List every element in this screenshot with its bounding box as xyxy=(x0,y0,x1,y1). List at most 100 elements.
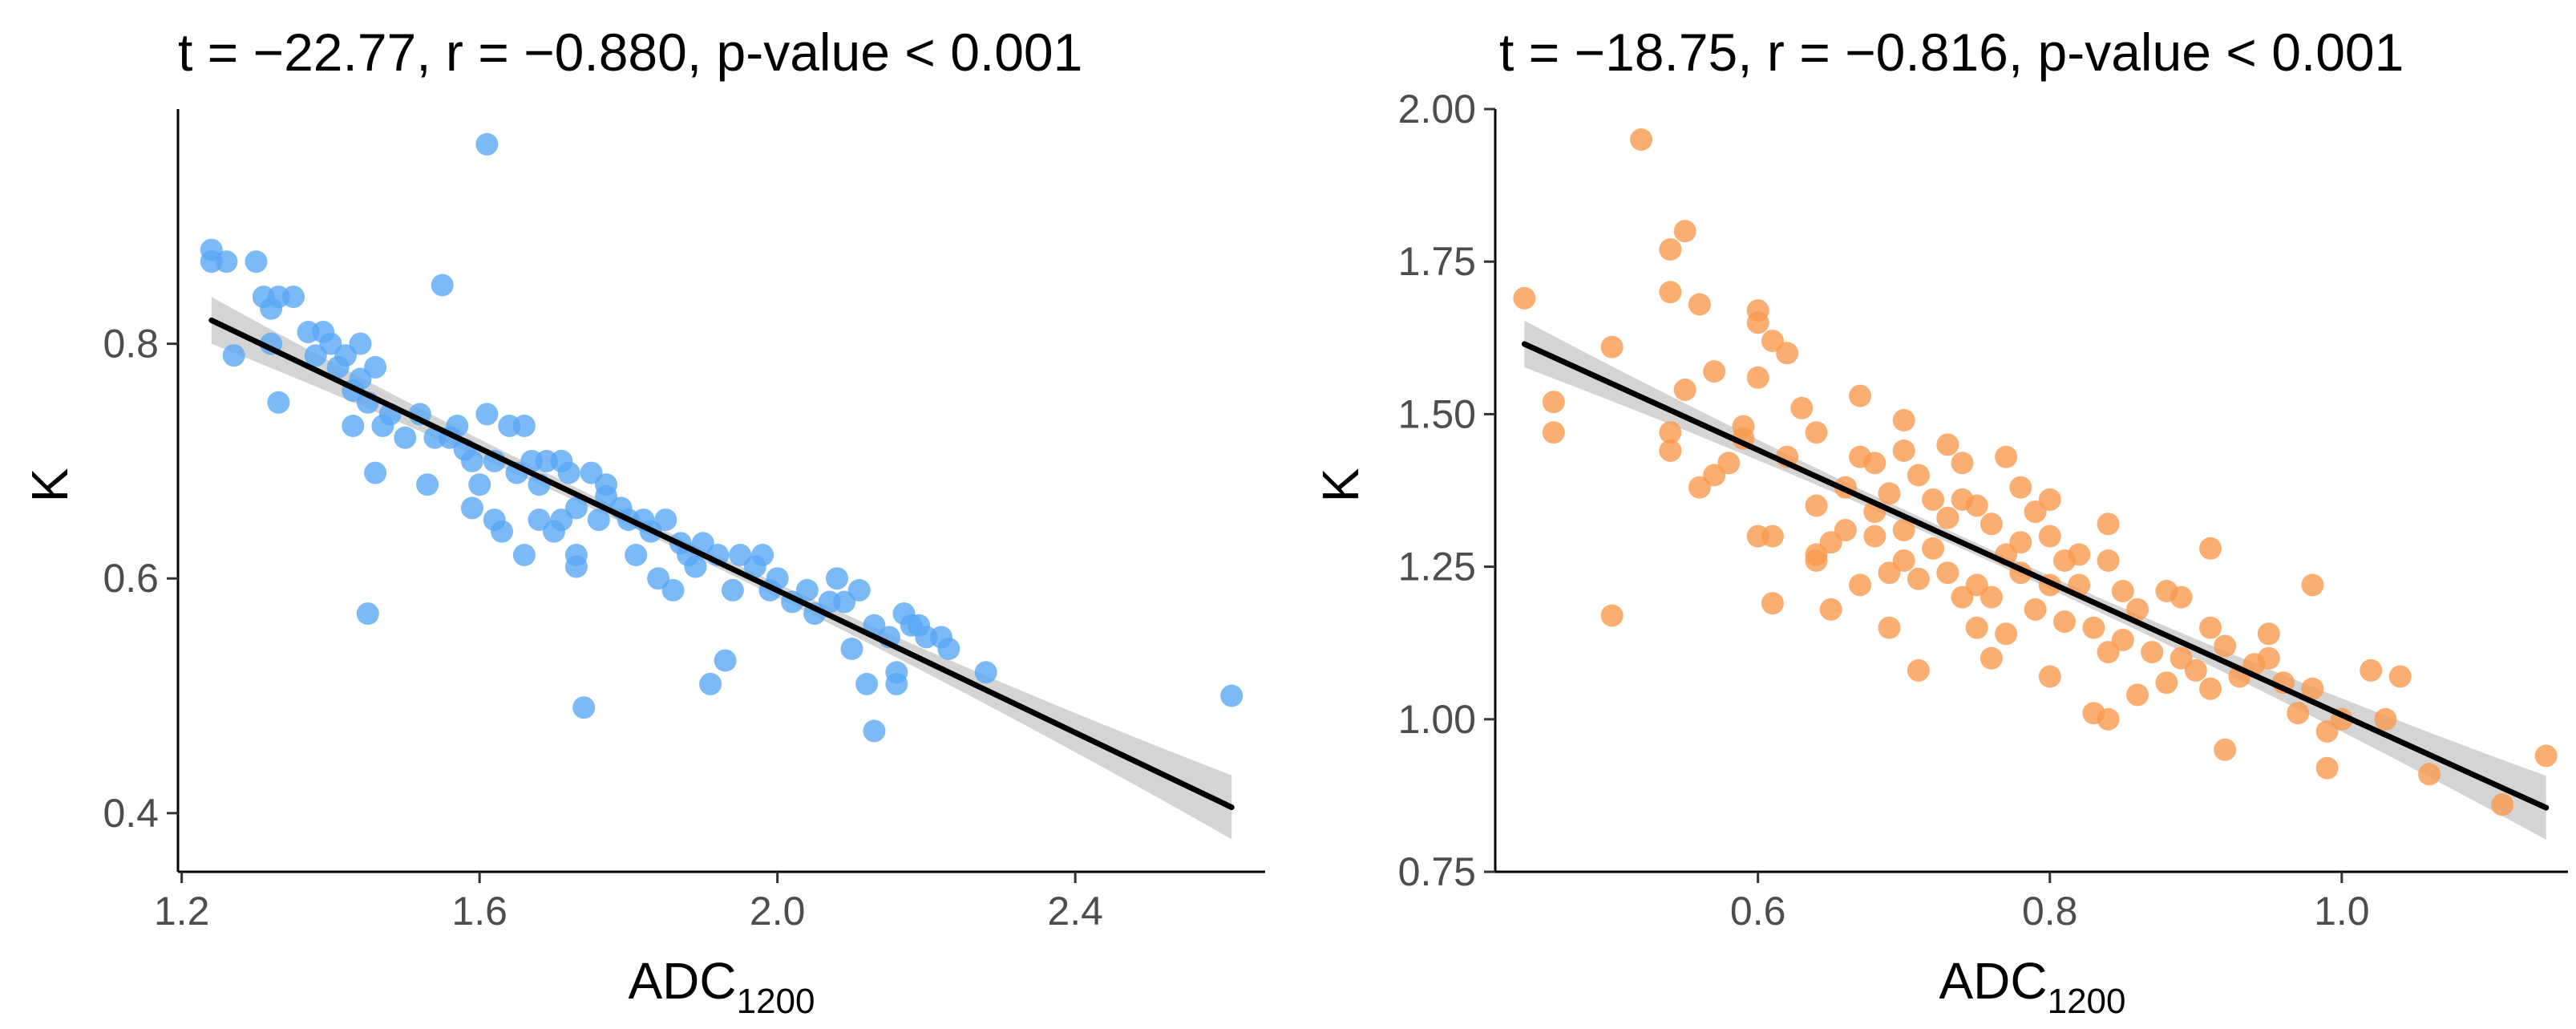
right-x-tick-label: 1.0 xyxy=(2314,889,2370,934)
right-scatter-point xyxy=(2301,573,2324,597)
left-scatter-point xyxy=(885,672,908,695)
right-scatter-point xyxy=(2418,763,2441,786)
right-scatter-point xyxy=(1965,494,1988,517)
left-scatter-point xyxy=(974,661,997,684)
right-y-tick-label: 2.00 xyxy=(1398,87,1476,132)
left-scatter-point xyxy=(512,415,536,437)
right-scatter-point xyxy=(1805,494,1828,517)
left-scatter-point xyxy=(245,250,268,273)
right-scatter-point xyxy=(2170,585,2193,609)
left-scatter-point xyxy=(416,473,439,496)
left-scatter-point xyxy=(356,602,379,626)
right-scatter-point xyxy=(1834,519,1857,541)
right-scatter-point xyxy=(2068,543,2091,566)
left-scatter-point xyxy=(625,544,648,566)
left-scatter-point xyxy=(557,461,580,484)
right-scatter-point xyxy=(1703,360,1726,383)
left-scatter-point xyxy=(342,415,365,437)
left-x-axis-title-main: ADC xyxy=(628,952,736,1010)
left-scatter-point xyxy=(349,332,372,355)
right-x-tick-label: 0.6 xyxy=(1730,889,1786,934)
right-scatter-point xyxy=(1878,482,1901,505)
left-x-tick-label: 1.6 xyxy=(451,889,508,934)
left-confidence-band xyxy=(211,297,1232,840)
right-scatter-point xyxy=(2315,756,2339,780)
right-scatter-point xyxy=(1673,220,1696,243)
right-scatter-point xyxy=(1659,281,1682,304)
right-scatter-point xyxy=(1849,573,1872,597)
right-scatter-point xyxy=(1659,238,1682,261)
left-scatter-point xyxy=(855,672,879,695)
left-y-tick-label: 0.8 xyxy=(103,322,159,367)
left-scatter-point xyxy=(721,578,744,602)
right-y-tick-label: 1.25 xyxy=(1398,545,1476,589)
right-y-tick-label: 1.50 xyxy=(1398,391,1476,436)
left-scatter-point xyxy=(364,355,387,379)
right-scatter-point xyxy=(2111,580,2134,602)
right-scatter-point xyxy=(2374,707,2397,731)
right-scatter-point xyxy=(1907,567,1930,590)
right-scatter-point xyxy=(1790,396,1814,419)
right-x-tick-label: 0.8 xyxy=(2022,889,2078,934)
right-scatter-point xyxy=(1849,384,1872,407)
right-scatter-point xyxy=(2009,531,2032,554)
right-scatter-point xyxy=(1776,342,1799,365)
right-x-ticks: 0.6 0.8 1.0 xyxy=(1730,872,2370,934)
right-scatter-point xyxy=(1965,616,1988,639)
left-scatter-point xyxy=(847,578,871,602)
right-scatter-point xyxy=(1892,409,1915,431)
right-scatter-point xyxy=(1717,452,1741,475)
right-scatter-point xyxy=(2534,744,2558,768)
left-scatter-point xyxy=(512,544,536,566)
right-scatter-point xyxy=(1892,519,1915,541)
left-scatter-point xyxy=(572,696,596,719)
right-scatter-point xyxy=(1995,445,2018,468)
right-scatter-point xyxy=(2184,658,2207,682)
right-scatter-point xyxy=(1659,440,1682,462)
left-scatter-point xyxy=(699,672,722,695)
right-scatter-point xyxy=(1630,128,1652,151)
right-scatter-point xyxy=(1892,440,1915,462)
left-scatter-point xyxy=(446,415,469,437)
right-y-tick-label: 1.75 xyxy=(1398,239,1476,284)
right-chart-title: t = −18.75, r = −0.816, p-value < 0.001 xyxy=(1499,22,2404,82)
right-regression-line xyxy=(1521,341,2550,811)
left-scatter-point xyxy=(460,449,483,472)
right-scatter-point xyxy=(2097,512,2120,536)
left-scatter-point xyxy=(751,544,774,566)
right-scatter-point xyxy=(1863,452,1887,475)
left-y-ticks: 0.4 0.6 0.8 xyxy=(103,322,178,836)
right-scatter-point xyxy=(1936,506,1959,529)
left-scatter-point xyxy=(468,473,491,496)
left-scatter-point xyxy=(364,461,387,484)
right-scatter-point xyxy=(2126,598,2149,621)
left-chart-title: t = −22.77, r = −0.880, p-value < 0.001 xyxy=(178,22,1082,82)
left-scatter-point xyxy=(937,638,960,660)
right-confidence-band xyxy=(1524,320,2546,840)
right-scatter-point xyxy=(2082,616,2105,639)
right-x-axis-title-subscript: 1200 xyxy=(2048,982,2126,1021)
right-y-ticks: 0.75 1.00 1.25 1.50 1.75 2.00 xyxy=(1398,87,1495,894)
right-scatter-point xyxy=(1805,549,1828,572)
left-x-ticks: 1.2 1.6 2.0 2.4 xyxy=(154,872,1103,934)
left-scatter-point xyxy=(394,426,417,449)
left-scatter-point xyxy=(564,496,588,520)
right-scatter-point xyxy=(1761,592,1784,615)
right-confidence-band-area xyxy=(1524,320,2546,840)
left-x-axis-title: ADC1200 xyxy=(628,952,815,1021)
right-x-axis-title: ADC1200 xyxy=(1939,952,2125,1021)
right-scatter-point xyxy=(1922,537,1945,560)
right-x-axis-title-main: ADC xyxy=(1939,952,2047,1010)
right-scatter-point xyxy=(2038,488,2061,511)
right-scatter-point xyxy=(2111,628,2134,651)
right-scatter-point xyxy=(1907,464,1930,487)
right-y-axis-title: K xyxy=(1312,468,1369,503)
right-scatter-point xyxy=(2491,793,2514,816)
right-scatter-point xyxy=(1878,616,1901,639)
right-scatter-point xyxy=(1688,293,1711,316)
right-scatter-point xyxy=(1746,311,1769,334)
left-scatter-point xyxy=(714,649,737,672)
right-scatter-point xyxy=(2257,622,2280,646)
left-scatter-point xyxy=(475,132,499,156)
